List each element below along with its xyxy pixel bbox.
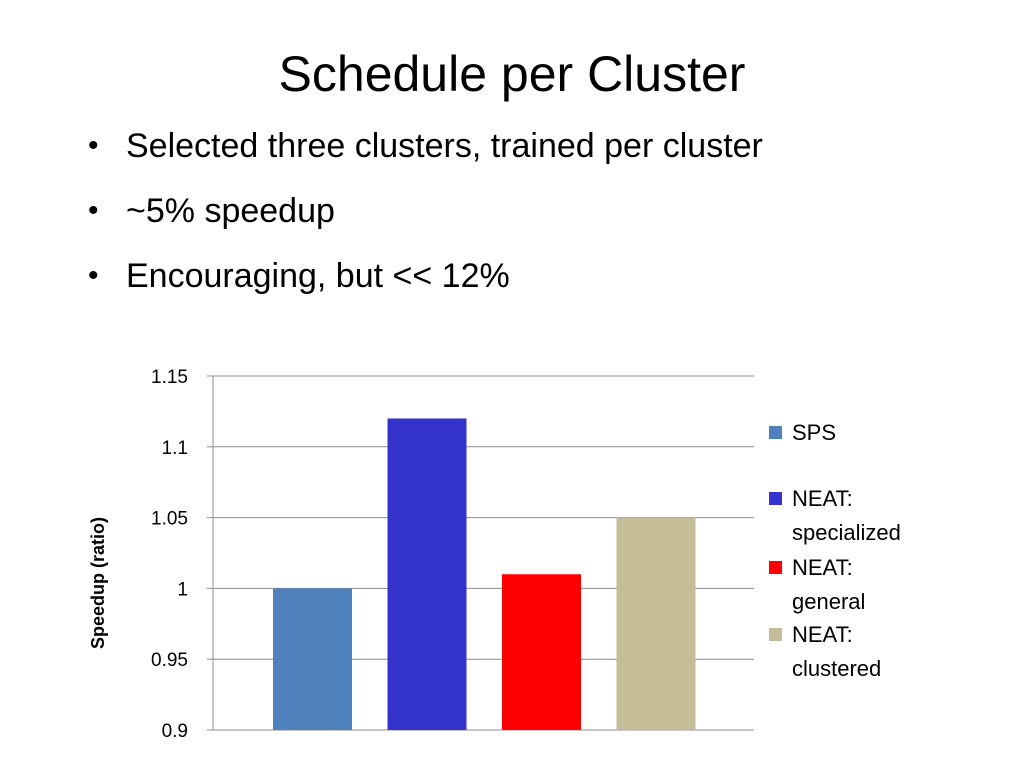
legend-label: SPS (792, 420, 836, 445)
legend-label: NEAT: (792, 555, 853, 580)
y-tick-label: 1.1 (162, 438, 188, 459)
y-tick-label: 0.95 (151, 650, 188, 671)
bar-neat-clustered (616, 517, 696, 730)
bar-sps (273, 588, 352, 730)
bullet-item: • Selected three clusters, trained per c… (86, 126, 763, 166)
slide-title: Schedule per Cluster (278, 46, 746, 102)
bullet-marker: • (88, 194, 99, 227)
bar-neat-specialized (387, 418, 467, 730)
legend-label: specialized (792, 520, 901, 545)
bullet-marker: • (88, 129, 99, 162)
legend-label: clustered (792, 656, 881, 681)
legend-swatch (769, 426, 782, 439)
bullet-marker: • (88, 259, 99, 292)
legend-label: NEAT: (792, 486, 853, 511)
bullet-item: • Encouraging, but << 12% (86, 256, 763, 296)
bullet-text: Selected three clusters, trained per clu… (126, 127, 763, 165)
legend-swatch (769, 492, 782, 505)
y-tick-label: 1.05 (151, 509, 188, 530)
bullet-text: ~5% speedup (126, 192, 335, 230)
y-tick-label: 1 (177, 579, 188, 600)
bullet-list: • Selected three clusters, trained per c… (86, 126, 763, 321)
legend-swatch (769, 561, 782, 574)
legend-label: general (792, 589, 865, 614)
bullet-text: Encouraging, but << 12% (126, 257, 510, 295)
y-tick-label: 0.9 (162, 721, 188, 742)
bullet-item: • ~5% speedup (86, 191, 763, 231)
y-tick-label: 1.15 (151, 367, 188, 388)
legend-label: NEAT: (792, 622, 853, 647)
bar-neat-general (502, 574, 581, 730)
legend-swatch (769, 628, 782, 641)
y-axis-title: Speedup (ratio) (88, 517, 108, 649)
